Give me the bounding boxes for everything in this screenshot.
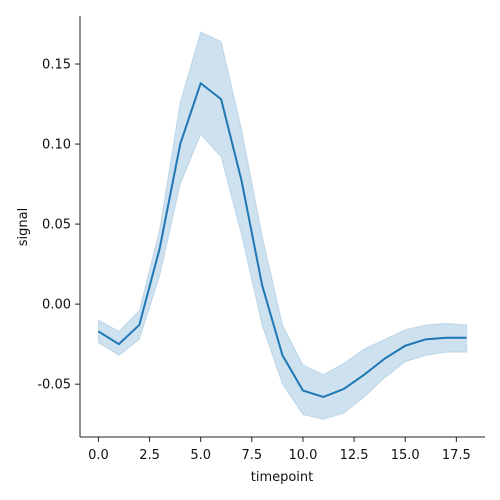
confidence-band [97,31,468,420]
y-tick-label: 0.00 [42,298,71,313]
x-ticks: 0.0 2.5 5.0 7.5 10.0 12.5 15.0 17.5 [88,437,471,463]
y-axis-label: signal [16,208,31,246]
y-tick-label: 0.15 [42,58,71,73]
y-tick-label: 0.05 [42,218,71,233]
x-tick-label: 5.0 [190,448,211,463]
y-ticks: -0.05 0.00 0.05 0.10 0.15 [37,58,80,393]
y-tick-label: 0.10 [42,138,71,153]
axes [79,16,485,438]
x-tick-label: 7.5 [241,448,262,463]
x-tick-label: 10.0 [288,448,317,463]
plot-area [97,31,468,420]
y-tick-label: -0.05 [37,378,71,393]
x-tick-label: 2.5 [139,448,160,463]
x-tick-label: 0.0 [88,448,109,463]
x-tick-label: 12.5 [340,448,369,463]
signal-line [97,82,467,398]
x-tick-label: 17.5 [442,448,471,463]
x-tick-label: 15.0 [391,448,420,463]
x-axis-label: timepoint [251,470,314,485]
